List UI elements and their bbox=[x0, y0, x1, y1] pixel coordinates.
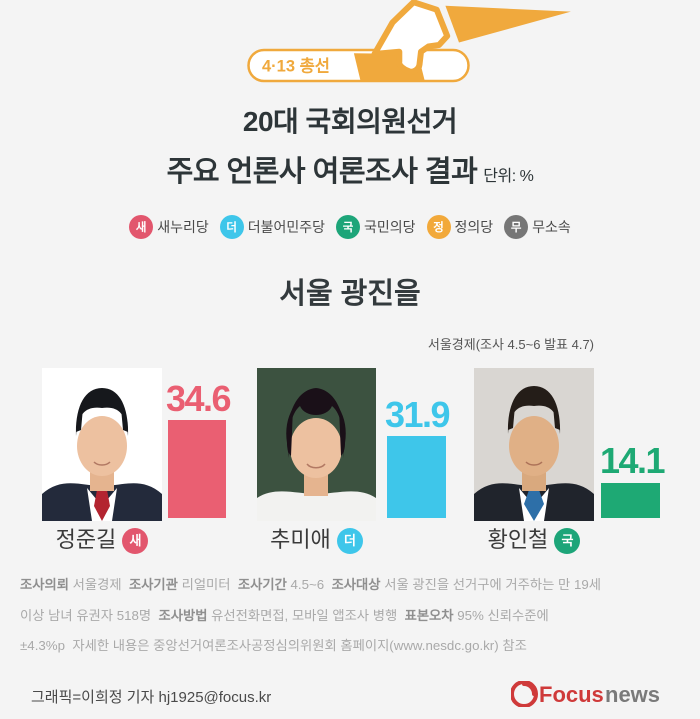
svg-text:Focus: Focus bbox=[539, 682, 604, 707]
svg-text:news: news bbox=[605, 682, 660, 707]
svg-text:4·13 총선: 4·13 총선 bbox=[262, 57, 330, 76]
